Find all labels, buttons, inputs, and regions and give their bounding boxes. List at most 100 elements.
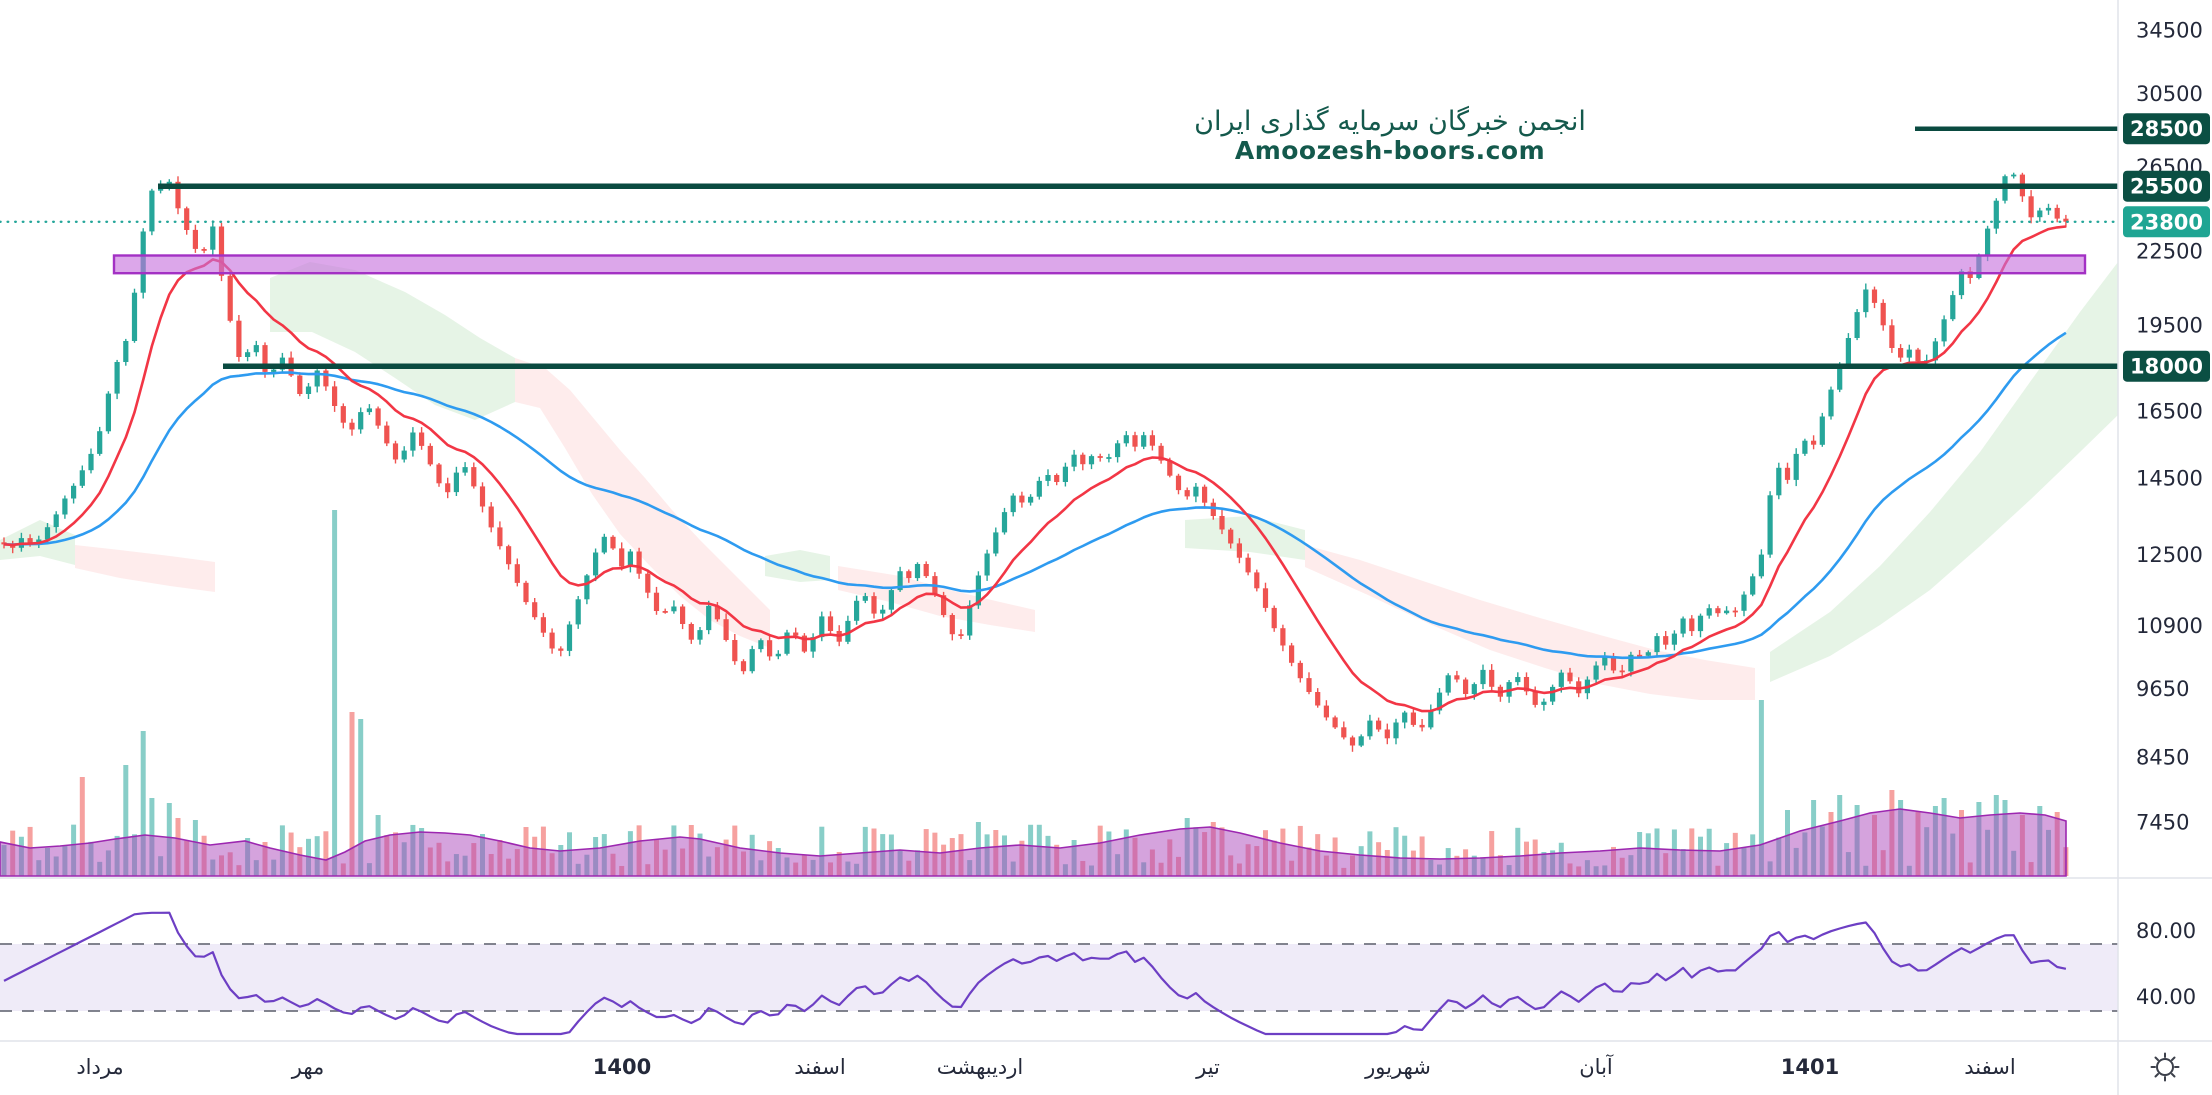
candle-body [967, 605, 973, 636]
volume-bar [323, 831, 329, 876]
candle-body [79, 470, 85, 486]
candle-body [697, 630, 703, 640]
candle-body [749, 649, 755, 672]
price-axis-label: 34500 [2136, 19, 2203, 43]
candle-body [1202, 486, 1208, 503]
candle-body [619, 548, 625, 567]
candle-body [1558, 672, 1564, 687]
price-level-badge-label: 23800 [2130, 210, 2203, 234]
candle-body [758, 640, 764, 650]
time-axis-label: آبان [1579, 1054, 1614, 1079]
candle-body [1637, 654, 1643, 657]
candle-body [366, 408, 372, 413]
candle-body [1863, 289, 1869, 313]
candle-body [775, 653, 781, 657]
candle-body [436, 464, 442, 484]
candle-body [993, 532, 999, 554]
candle-body [575, 599, 581, 625]
time-axis-label: اسفند [1964, 1055, 2015, 1079]
candle-body [1010, 495, 1016, 513]
candle-body [36, 539, 42, 543]
price-axis-label: 30500 [2136, 82, 2203, 106]
candle-body [384, 425, 390, 444]
candle-body [1028, 496, 1034, 503]
candle-body [1784, 467, 1791, 480]
candle-body [1228, 529, 1234, 544]
candle-body [97, 431, 103, 454]
candle-body [880, 609, 886, 614]
price-axis-label: 14500 [2136, 466, 2203, 490]
candle-body [1880, 302, 1886, 326]
candle-body [601, 536, 607, 553]
price-axis-label: 12500 [2136, 543, 2203, 567]
candle-body [1793, 453, 1799, 480]
candle-body [1358, 736, 1364, 746]
candle-body [923, 564, 929, 577]
candle-body [201, 249, 207, 251]
candle-body [1567, 672, 1573, 682]
candle-body [71, 485, 77, 499]
rsi-pane[interactable] [0, 911, 2118, 1036]
rsi-line [3, 911, 2067, 1036]
candle-body [1115, 443, 1121, 458]
time-axis[interactable]: مرداد مهر 1400 اسفند اردیبهشت تیر شهریور آبان 14… [76, 1054, 2015, 1079]
candle-body [1932, 341, 1938, 361]
candle-body [1132, 435, 1138, 447]
candle-body [349, 422, 355, 430]
candle-body [2063, 218, 2069, 222]
candle-body [1993, 200, 1999, 229]
candle-body [297, 375, 303, 394]
candle-body [1280, 628, 1286, 646]
volume-bar [358, 719, 364, 876]
volume-bar [862, 826, 868, 876]
candle-body [471, 467, 477, 487]
price-axis[interactable]: 3450030500265002250019500165001450012500… [2123, 19, 2210, 1010]
candle-body [253, 345, 259, 353]
candle-body [793, 632, 799, 636]
candle-body [1689, 618, 1695, 632]
candle-body [1210, 502, 1216, 516]
price-level-badge [2123, 350, 2210, 382]
candle-body [1454, 675, 1460, 680]
candle-body [1141, 435, 1147, 447]
candle-body [323, 370, 329, 387]
candle-body [392, 443, 399, 460]
candle-body [941, 595, 947, 615]
candle-body [1471, 684, 1477, 694]
candle-body [1550, 686, 1556, 702]
candle-body [1654, 636, 1660, 653]
candle-body [1845, 338, 1851, 365]
time-axis-label: شهریور [1364, 1055, 1431, 1079]
candle-body [462, 467, 468, 473]
candle-body [445, 483, 451, 493]
candle-body [1967, 271, 1973, 278]
candle-body [1436, 692, 1443, 711]
candle-body [1480, 669, 1486, 685]
candle-body [497, 527, 503, 547]
candle-body [1062, 466, 1068, 482]
candle-body [1671, 633, 1677, 645]
candle-body [627, 551, 633, 567]
candle-body [271, 369, 277, 372]
candle-body [1950, 295, 1956, 320]
candle-body [1184, 490, 1190, 497]
candle-body [653, 592, 660, 611]
candle-body [427, 445, 433, 465]
candle-body [1915, 349, 1921, 362]
candle-body [410, 432, 416, 451]
price-level-badge [2123, 113, 2210, 145]
time-axis-settings-icon[interactable] [2148, 1050, 2182, 1084]
time-axis-label: 1400 [593, 1055, 651, 1079]
volume-bar [1419, 836, 1425, 876]
candle-body [680, 606, 686, 624]
candle-body [810, 637, 816, 652]
candle-body [1419, 724, 1425, 728]
candle-body [1445, 675, 1451, 693]
candle-body [1602, 657, 1608, 666]
supply-zone[interactable] [112, 254, 2087, 275]
candle-body [1819, 416, 1825, 445]
candle-body [1523, 677, 1530, 692]
candle-body [131, 292, 138, 341]
candle-body [1158, 445, 1164, 461]
